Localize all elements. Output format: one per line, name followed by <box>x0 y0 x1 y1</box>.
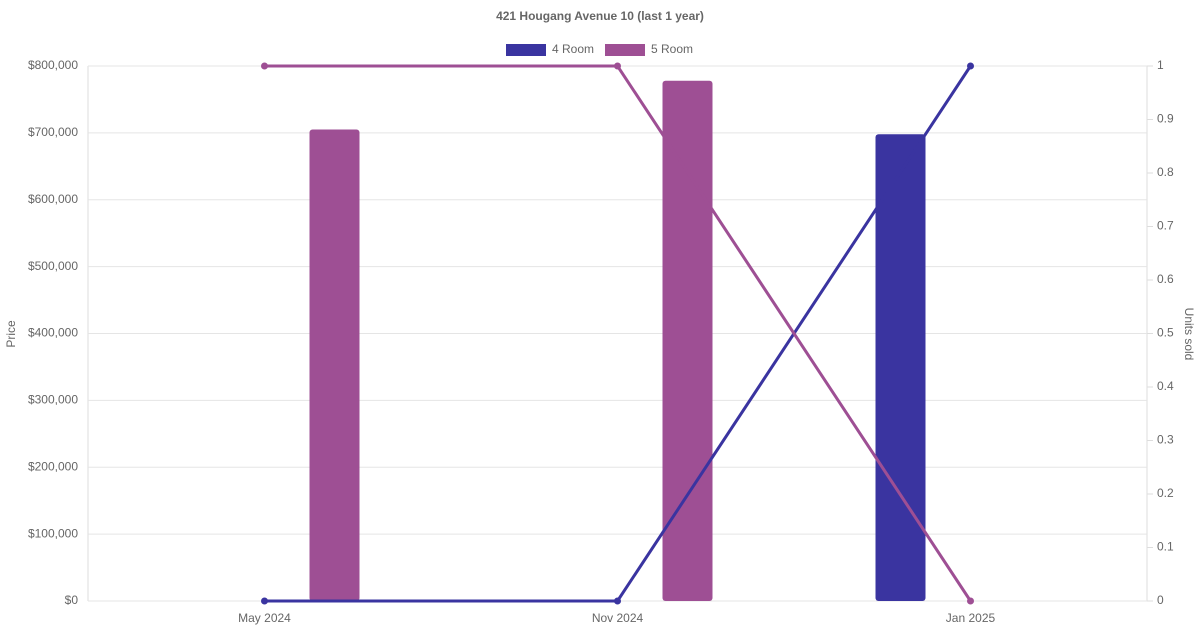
y2-tick-label: 0.7 <box>1157 219 1174 233</box>
y-axis-label: Price <box>4 320 18 348</box>
y-tick-label: $800,000 <box>28 58 78 72</box>
legend-label: 4 Room <box>552 42 594 56</box>
y2-tick-label: 0.5 <box>1157 326 1174 340</box>
y-tick-label: $700,000 <box>28 125 78 139</box>
y-tick-label: $400,000 <box>28 326 78 340</box>
legend-swatch <box>605 44 645 56</box>
legend-swatch <box>506 44 546 56</box>
point <box>967 597 974 605</box>
y-tick-label: $600,000 <box>28 192 78 206</box>
y2-tick-label: 0.6 <box>1157 272 1174 286</box>
y2-tick-label: 0.3 <box>1157 433 1174 447</box>
bar <box>662 80 713 601</box>
y-tick-label: $500,000 <box>28 259 78 273</box>
y-tick-label: $300,000 <box>28 393 78 407</box>
bar <box>875 134 926 601</box>
y-tick-label: $100,000 <box>28 526 78 540</box>
y2-tick-label: 0.1 <box>1157 540 1174 554</box>
point <box>967 62 974 70</box>
point <box>261 597 268 605</box>
point <box>614 62 621 70</box>
y-tick-label: $0 <box>65 593 79 607</box>
y-tick-label: $200,000 <box>28 459 78 473</box>
y2-tick-label: 1 <box>1157 58 1164 72</box>
point <box>261 62 268 70</box>
legend-label: 5 Room <box>651 42 693 56</box>
y2-axis-label: Units sold <box>1182 308 1196 361</box>
y2-tick-label: 0.8 <box>1157 165 1174 179</box>
point <box>614 597 621 605</box>
x-tick-label: Jan 2025 <box>946 611 996 625</box>
bar <box>309 129 360 601</box>
y2-tick-label: 0 <box>1157 593 1164 607</box>
y2-tick-label: 0.9 <box>1157 112 1174 126</box>
x-tick-label: Nov 2024 <box>592 611 644 625</box>
chart-title: 421 Hougang Avenue 10 (last 1 year) <box>496 9 704 23</box>
y2-tick-label: 0.4 <box>1157 379 1174 393</box>
y2-tick-label: 0.2 <box>1157 486 1174 500</box>
x-tick-label: May 2024 <box>238 611 291 625</box>
